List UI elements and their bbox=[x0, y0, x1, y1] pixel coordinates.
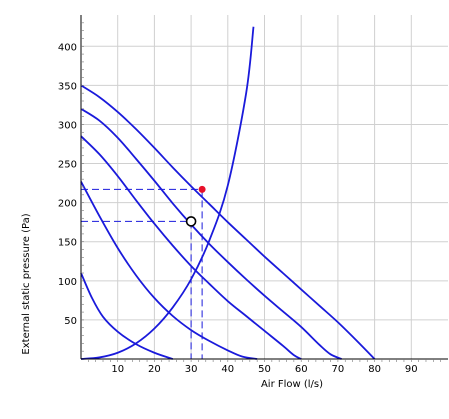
x-tick-label: 20 bbox=[148, 364, 161, 375]
y-tick-labels: 50 100 150 200 250 300 350 400 bbox=[58, 42, 77, 327]
x-tick-label: 90 bbox=[405, 364, 418, 375]
series-line-0 bbox=[80, 26, 255, 360]
x-tick-label: 60 bbox=[295, 364, 308, 375]
y-tick-label: 250 bbox=[58, 160, 77, 171]
y-tick-label: 100 bbox=[58, 277, 77, 288]
series-line-4 bbox=[80, 108, 342, 360]
operating-point-filled bbox=[198, 185, 206, 193]
x-tick-label: 10 bbox=[111, 364, 124, 375]
x-axis-title: Air Flow (l/s) bbox=[261, 379, 323, 390]
y-tick-label: 150 bbox=[58, 238, 77, 249]
series-line-3 bbox=[80, 135, 302, 360]
x-tick-label: 50 bbox=[258, 364, 271, 375]
y-tick-label: 400 bbox=[58, 42, 77, 53]
series-line-1 bbox=[80, 272, 174, 360]
series-line-5 bbox=[80, 84, 376, 360]
y-tick-label: 200 bbox=[58, 199, 77, 210]
grid bbox=[81, 15, 448, 359]
series-line-2 bbox=[80, 181, 258, 360]
operating-point-open bbox=[185, 216, 197, 227]
minor-ticks bbox=[81, 22, 441, 362]
x-tick-label: 40 bbox=[221, 364, 234, 375]
y-tick-label: 350 bbox=[58, 81, 77, 92]
y-axis-title: External static pressure (Pa) bbox=[21, 213, 32, 354]
series-lines bbox=[80, 26, 376, 360]
operating-points bbox=[185, 185, 206, 227]
x-tick-labels: 10 20 30 40 50 60 70 80 90 bbox=[111, 364, 417, 375]
guide-lines bbox=[81, 188, 203, 359]
x-tick-label: 80 bbox=[368, 364, 381, 375]
y-tick-label: 300 bbox=[58, 120, 77, 131]
y-tick-label: 50 bbox=[64, 316, 77, 327]
x-tick-label: 30 bbox=[185, 364, 198, 375]
x-tick-label: 70 bbox=[332, 364, 345, 375]
